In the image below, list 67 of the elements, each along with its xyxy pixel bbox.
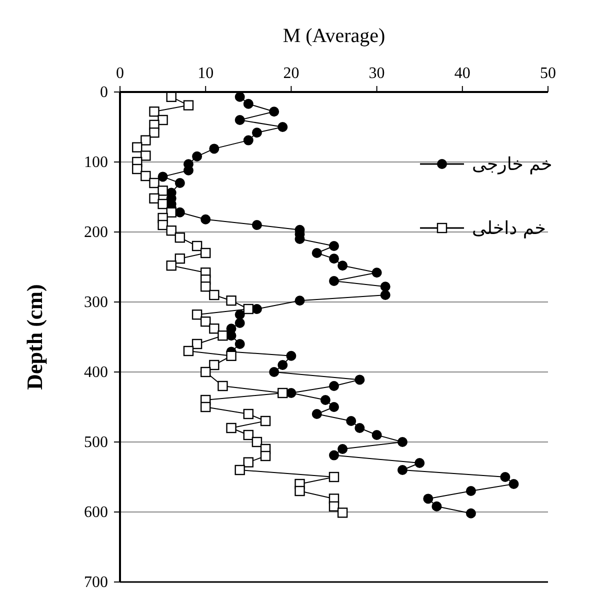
y-tick-label: 400 [84, 364, 108, 381]
x-tick-label: 40 [454, 65, 470, 82]
y-tick-label: 100 [84, 154, 108, 171]
point [278, 388, 288, 398]
point [192, 310, 202, 320]
point [200, 366, 211, 378]
point [132, 164, 142, 174]
x-tick-label: 10 [198, 65, 214, 82]
point [218, 380, 228, 392]
point [149, 178, 160, 188]
point [226, 422, 236, 434]
point [166, 260, 176, 271]
point [260, 416, 271, 426]
x-tick-label: 30 [368, 65, 385, 82]
point [174, 254, 186, 264]
point [337, 508, 348, 518]
point [200, 248, 211, 258]
legend-label: خم خارجی [472, 154, 552, 175]
point [166, 207, 176, 218]
point [183, 346, 194, 356]
x-tick-label: 0 [116, 65, 124, 82]
y-tick-label: 500 [84, 434, 108, 451]
y-tick-label: 300 [84, 294, 108, 311]
point [140, 170, 151, 182]
point [149, 128, 160, 138]
point [226, 350, 236, 361]
point [166, 226, 176, 236]
point [218, 330, 228, 341]
x-tick-label: 50 [540, 65, 556, 82]
point [260, 450, 271, 462]
point [183, 100, 194, 110]
point [200, 402, 211, 412]
point [200, 316, 211, 327]
point [158, 220, 168, 230]
point [149, 106, 160, 117]
point [243, 408, 254, 420]
x-tick-label: 20 [283, 65, 300, 82]
point [158, 114, 168, 126]
point [209, 324, 220, 334]
legend-label: خم داخلی [472, 218, 546, 239]
y-tick-label: 200 [84, 224, 108, 241]
y-axis-title: Depth (cm) [22, 284, 47, 390]
point [328, 501, 340, 512]
point [192, 240, 202, 252]
point [158, 186, 168, 196]
x-axis-title: M (Average) [282, 25, 386, 47]
point [243, 304, 254, 314]
point [209, 290, 220, 300]
point [140, 150, 151, 161]
point [243, 430, 254, 440]
point [192, 338, 202, 350]
point [328, 472, 340, 482]
point [234, 464, 245, 476]
point [158, 198, 168, 210]
point [209, 360, 220, 370]
point [294, 486, 305, 496]
y-tick-label: 700 [84, 574, 108, 591]
point [243, 457, 254, 468]
point [140, 135, 151, 146]
point [200, 282, 211, 292]
point [149, 193, 160, 204]
point [174, 232, 186, 243]
point [252, 436, 262, 448]
point [132, 142, 142, 152]
y-tick-label: 600 [84, 504, 108, 521]
point [226, 296, 236, 306]
y-tick-label: 0 [100, 84, 108, 101]
